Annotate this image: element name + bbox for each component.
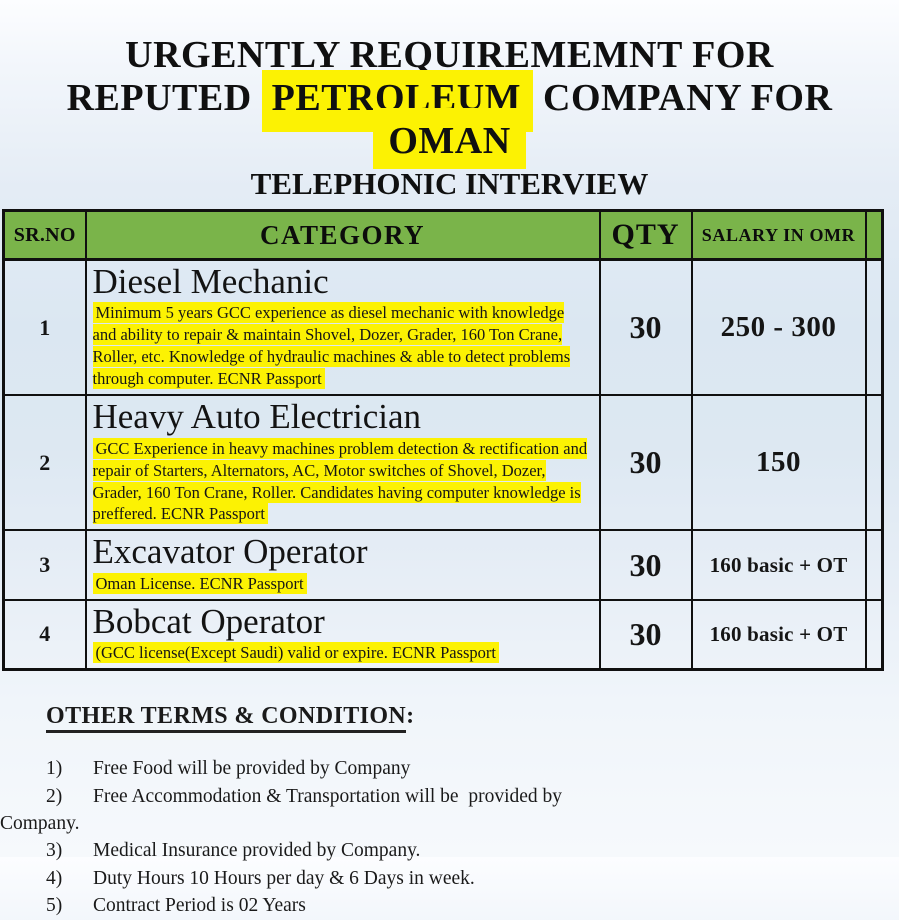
terms-heading: OTHER TERMS & CONDITION: <box>46 703 899 734</box>
term-marker: 1) <box>46 758 63 780</box>
term-marker: 4) <box>46 867 63 889</box>
term-marker: 3) <box>46 840 63 862</box>
salary-cell: 160 basic + OT <box>690 529 867 601</box>
srno-cell: 2 <box>2 394 87 532</box>
col-header-spacer <box>864 209 884 261</box>
jobs-table: SR.NO CATEGORY QTY SALARY IN OMR 1 Diese… <box>2 209 884 672</box>
spacer-cell <box>864 394 884 532</box>
terms-section: OTHER TERMS & CONDITION: 1) Free Food wi… <box>0 703 899 919</box>
category-description: Oman License. ECNR Passport <box>92 572 307 594</box>
table-row: 3 Excavator Operator Oman License. ECNR … <box>2 529 884 601</box>
spacer-cell <box>864 598 884 671</box>
title-text-1: URGENTLY REQUIREMEMNT FOR <box>125 34 774 76</box>
category-description: (GCC license(Except Saudi) valid or expi… <box>92 642 500 664</box>
terms-item: 1) Free Food will be provided by Company <box>46 755 899 782</box>
table-row: 2 Heavy Auto Electrician GCC Experience … <box>2 394 884 532</box>
term-text: Company. <box>0 812 80 834</box>
term-marker: 5) <box>46 895 63 917</box>
terms-list: 1) Free Food will be provided by Company… <box>0 755 899 919</box>
category-title: Bobcat Operator <box>92 601 325 641</box>
title-text-2a: REPUTED <box>66 77 262 119</box>
category-cell: Heavy Auto Electrician GCC Experience in… <box>84 394 601 532</box>
category-cell: Excavator Operator Oman License. ECNR Pa… <box>84 529 601 601</box>
category-title: Diesel Mechanic <box>92 262 329 301</box>
salary-cell: 150 <box>690 394 867 532</box>
col-header-qty: QTY <box>598 209 693 261</box>
category-description: GCC Experience in heavy machines problem… <box>92 437 588 525</box>
srno-cell: 3 <box>2 529 87 601</box>
col-header-category: CATEGORY <box>84 209 601 261</box>
salary-cell: 160 basic + OT <box>690 598 867 671</box>
category-title: Heavy Auto Electrician <box>92 397 421 437</box>
terms-item: 4) Duty Hours 10 Hours per day & 6 Days … <box>46 865 899 892</box>
category-description-wrap: Oman License. ECNR Passport <box>92 572 591 595</box>
category-description: Minimum 5 years GCC experience as diesel… <box>92 302 571 390</box>
terms-heading-text: OTHER TERMS & CONDITION <box>46 703 407 734</box>
qty-cell: 30 <box>598 258 693 397</box>
qty-cell: 30 <box>598 394 693 532</box>
title-text-2b: COMPANY FOR <box>533 77 833 119</box>
table-row: 1 Diesel Mechanic Minimum 5 years GCC ex… <box>2 258 884 397</box>
jobs-table-head: SR.NO CATEGORY QTY SALARY IN OMR <box>2 209 884 261</box>
category-cell: Diesel Mechanic Minimum 5 years GCC expe… <box>84 258 601 397</box>
qty-cell: 30 <box>598 598 693 671</box>
term-text: Free Food will be provided by Company <box>93 758 411 780</box>
page-title-line3: OMAN <box>0 108 899 169</box>
term-text: Free Accommodation & Transportation will… <box>93 785 563 807</box>
srno-cell: 4 <box>2 598 87 671</box>
spacer-cell <box>864 258 884 397</box>
terms-item: 5) Contract Period is 02 Years <box>46 892 899 919</box>
jobs-table-body: 1 Diesel Mechanic Minimum 5 years GCC ex… <box>2 258 884 671</box>
page-subtitle: TELEPHONIC INTERVIEW <box>250 166 649 201</box>
category-description-wrap: GCC Experience in heavy machines problem… <box>92 437 591 526</box>
category-description-wrap: (GCC license(Except Saudi) valid or expi… <box>92 642 591 664</box>
document-header: URGENTLY REQUIREMEMNT FOR REPUTED PETROL… <box>0 0 899 202</box>
terms-item: 3) Medical Insurance provided by Company… <box>46 837 899 864</box>
col-header-salary: SALARY IN OMR <box>690 209 867 261</box>
term-text: Medical Insurance provided by Company. <box>93 840 421 862</box>
category-title: Excavator Operator <box>92 532 368 572</box>
category-description-wrap: Minimum 5 years GCC experience as diesel… <box>92 302 591 390</box>
srno-cell: 1 <box>2 258 87 397</box>
salary-cell: 250 - 300 <box>690 258 867 397</box>
term-marker: 2) <box>46 785 63 807</box>
spacer-cell <box>864 529 884 601</box>
term-text: Contract Period is 02 Years <box>93 895 306 917</box>
terms-item: 2) Free Accommodation & Transportation w… <box>46 783 899 810</box>
qty-cell: 30 <box>598 529 693 601</box>
terms-heading-colon: : <box>406 703 415 730</box>
table-row: 4 Bobcat Operator (GCC license(Except Sa… <box>2 598 884 671</box>
page-title-line1: URGENTLY REQUIREMEMNT FOR <box>0 34 899 77</box>
header-row: SR.NO CATEGORY QTY SALARY IN OMR <box>2 209 884 261</box>
col-header-srno: SR.NO <box>2 209 87 261</box>
terms-item-continuation: Company. <box>0 810 899 837</box>
term-text: Duty Hours 10 Hours per day & 6 Days in … <box>93 867 475 889</box>
category-cell: Bobcat Operator (GCC license(Except Saud… <box>84 598 601 671</box>
highlighted-word-oman: OMAN <box>373 108 526 169</box>
page-title-line2: REPUTED PETROLEUM COMPANY FOR <box>0 70 899 132</box>
